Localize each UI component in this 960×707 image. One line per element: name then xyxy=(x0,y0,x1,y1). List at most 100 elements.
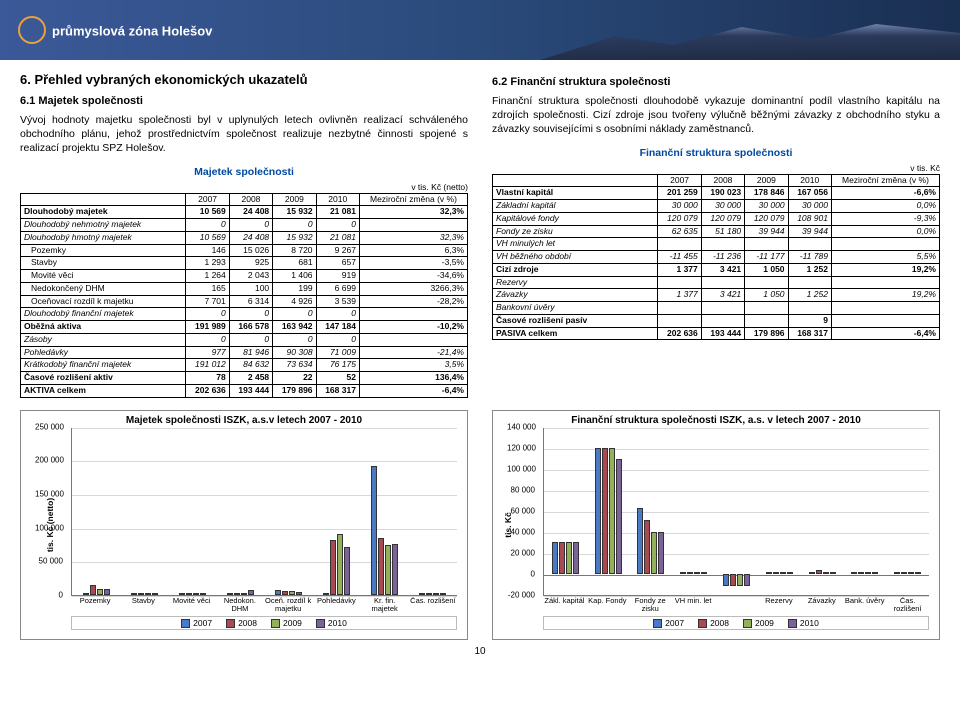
cell-value xyxy=(658,238,701,251)
cell-value: 78 xyxy=(186,372,229,385)
cell-value: 30 000 xyxy=(658,200,701,213)
right-table-caption: Finanční struktura společnosti xyxy=(492,147,940,159)
legend-swatch xyxy=(226,619,235,628)
cell-value: -11 236 xyxy=(701,251,744,264)
cell-value: 977 xyxy=(186,346,229,359)
table-row: PASIVA celkem202 636193 444179 896168 31… xyxy=(493,327,940,340)
bar-group xyxy=(886,572,929,574)
bar xyxy=(744,574,750,586)
bar xyxy=(823,572,829,574)
table-row: Časové rozlišení aktiv782 4582252136,4% xyxy=(21,372,468,385)
cell-value: 925 xyxy=(229,257,272,270)
cell-value: 178 846 xyxy=(745,187,788,200)
bar xyxy=(766,572,772,574)
table-header: 2009 xyxy=(273,193,316,206)
bar xyxy=(282,591,288,595)
bar xyxy=(865,572,871,574)
table-row: Rezervy xyxy=(493,276,940,289)
cell-value xyxy=(788,276,831,289)
cell-value: 32,3% xyxy=(359,206,467,219)
cell-value: 147 184 xyxy=(316,321,359,334)
cell-value: 3 539 xyxy=(316,295,359,308)
row-label: Základní kapitál xyxy=(493,200,658,213)
cell-value: 0 xyxy=(186,308,229,321)
bar xyxy=(851,572,857,574)
cell-value: 193 444 xyxy=(229,385,272,398)
cell-value xyxy=(831,238,939,251)
bar xyxy=(227,593,233,595)
cell-value: 24 408 xyxy=(229,206,272,219)
cell-value: 21 081 xyxy=(316,206,359,219)
cell-value: 62 635 xyxy=(658,225,701,238)
cell-value: 19,2% xyxy=(831,263,939,276)
cell-value: 6 699 xyxy=(316,282,359,295)
bar-group xyxy=(361,466,409,594)
bar xyxy=(595,448,601,574)
bar-group xyxy=(544,542,587,574)
bar xyxy=(602,448,608,574)
row-label: PASIVA celkem xyxy=(493,327,658,340)
row-label: Stavby xyxy=(21,257,186,270)
cell-value: 165 xyxy=(186,282,229,295)
bar xyxy=(152,593,158,595)
bar xyxy=(392,544,398,595)
cell-value: 167 056 xyxy=(788,187,831,200)
bar-group xyxy=(265,590,313,595)
bar xyxy=(872,572,878,574)
cell-value: 120 079 xyxy=(701,212,744,225)
row-label: Dlouhodobý hmotný majetek xyxy=(21,231,186,244)
bar xyxy=(787,572,793,574)
row-label: Movité věci xyxy=(21,270,186,283)
bar xyxy=(730,574,736,586)
cell-value: 0 xyxy=(186,219,229,232)
chart-right: Finanční struktura společnosti ISZK, a.s… xyxy=(492,410,940,640)
table-row: Zásoby0000 xyxy=(21,333,468,346)
bar xyxy=(858,572,864,574)
cell-value xyxy=(658,302,701,315)
bar xyxy=(385,545,391,594)
legend-item: 2007 xyxy=(653,618,684,628)
cell-value: 81 946 xyxy=(229,346,272,359)
bar xyxy=(179,593,185,595)
row-label: AKTIVA celkem xyxy=(21,385,186,398)
table-row: VH běžného období-11 455-11 236-11 177-1… xyxy=(493,251,940,264)
table-row: Cizí zdroje1 3773 4211 0501 25219,2% xyxy=(493,263,940,276)
xlabel: VH min. let xyxy=(672,596,715,613)
row-label: VH běžného období xyxy=(493,251,658,264)
logo-icon xyxy=(18,16,46,44)
row-label: Závazky xyxy=(493,289,658,302)
xlabel: Nedokon. DHM xyxy=(216,596,264,613)
chart-title: Finanční struktura společnosti ISZK, a.s… xyxy=(499,415,933,426)
cell-value: -11 455 xyxy=(658,251,701,264)
left-table: 2007200820092010Meziroční změna (v %)Dlo… xyxy=(20,193,468,398)
cell-value: 0,0% xyxy=(831,200,939,213)
cell-value: 1 377 xyxy=(658,289,701,302)
ytick-label: 0 xyxy=(35,590,63,599)
chart-legend: 2007200820092010 xyxy=(71,616,457,630)
cell-value: 39 944 xyxy=(745,225,788,238)
gridline xyxy=(72,461,457,462)
cell-value: 0 xyxy=(316,219,359,232)
table-row: Dlouhodobý hmotný majetek10 56924 40815 … xyxy=(21,231,468,244)
cell-value: 8 720 xyxy=(273,244,316,257)
cell-value: 22 xyxy=(273,372,316,385)
cell-value xyxy=(658,276,701,289)
cell-value: 0 xyxy=(316,333,359,346)
cell-value: 166 578 xyxy=(229,321,272,334)
ytick-label: 100 000 xyxy=(35,523,63,532)
bar-group xyxy=(758,572,801,574)
xlabels-row: Zákl. kapitálKap. FondyFondy ze ziskuVH … xyxy=(543,596,929,613)
ytick-label: 250 000 xyxy=(35,422,63,431)
cell-value: 15 932 xyxy=(273,206,316,219)
cell-value: 39 944 xyxy=(788,225,831,238)
cell-value: 1 264 xyxy=(186,270,229,283)
row-label: Fondy ze zisku xyxy=(493,225,658,238)
xlabel: Bank. úvěry xyxy=(843,596,886,613)
bar xyxy=(737,574,743,586)
table-row: Vlastní kapitál201 259190 023178 846167 … xyxy=(493,187,940,200)
table-row: Časové rozlišení pasív9 xyxy=(493,314,940,327)
bar xyxy=(680,572,686,574)
row-label: Krátkodobý finanční majetek xyxy=(21,359,186,372)
logo-text: průmyslová zóna Holešov xyxy=(52,23,212,38)
cell-value: 136,4% xyxy=(359,372,467,385)
